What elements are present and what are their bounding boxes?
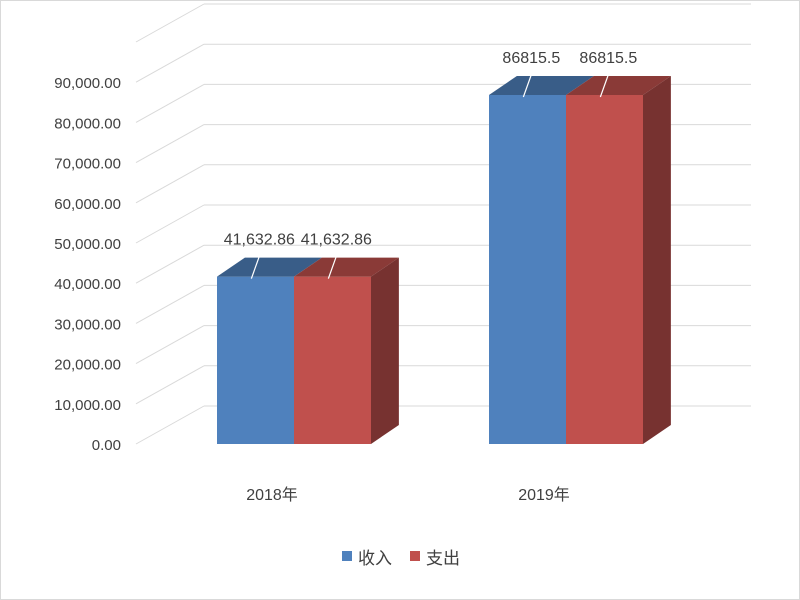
y-tick-label: 50,000.00 — [54, 236, 121, 253]
data-label: 41,632.86 — [224, 232, 295, 249]
data-label-leader — [250, 250, 262, 279]
y-tick-label: 40,000.00 — [54, 276, 121, 293]
y-tick-label: 30,000.00 — [54, 316, 121, 333]
bar — [217, 276, 294, 444]
data-label-leader — [599, 68, 611, 98]
data-label-leader — [327, 250, 339, 279]
gridline-side — [135, 284, 205, 324]
gridline-side — [135, 3, 205, 43]
bar-side — [643, 76, 671, 444]
x-category-label: 2018年 — [246, 486, 298, 504]
y-tick-label: 0.00 — [92, 437, 121, 454]
gridline-side — [135, 405, 205, 445]
bar — [489, 95, 566, 444]
legend-item-income: 收入 — [342, 544, 392, 569]
gridline-side — [135, 83, 205, 123]
data-label: 86815.5 — [502, 50, 560, 67]
legend: 收入 支出 — [1, 541, 800, 571]
legend-item-expense: 支出 — [410, 544, 460, 569]
chart-plot-area: 0.00 10,000.00 20,000.00 30,000.00 40,000.00… — [54, 3, 751, 504]
bar — [566, 95, 643, 444]
bar — [294, 276, 371, 444]
y-tick-label: 80,000.00 — [54, 115, 121, 132]
y-tick-label: 10,000.00 — [54, 397, 121, 414]
gridline-side — [135, 244, 205, 284]
y-tick-label: 90,000.00 — [54, 75, 121, 92]
legend-swatch-expense — [410, 551, 420, 561]
x-category-label: 2019年 — [518, 486, 570, 504]
data-label: 41,632.86 — [301, 232, 372, 249]
gridline-side — [135, 204, 205, 244]
gridline-side — [135, 164, 205, 204]
legend-swatch-income — [342, 551, 352, 561]
y-tick-label: 60,000.00 — [54, 196, 121, 213]
data-label: 86815.5 — [579, 50, 637, 67]
bar-top — [217, 257, 322, 277]
y-tick-label: 70,000.00 — [54, 156, 121, 173]
legend-label-expense: 支出 — [426, 548, 460, 568]
bar-side — [371, 257, 399, 444]
gridline-side — [135, 365, 205, 405]
bar-top — [294, 257, 399, 277]
gridline-side — [135, 325, 205, 365]
gridline-side — [135, 124, 205, 164]
bar-top — [489, 76, 594, 96]
bar-top — [566, 76, 671, 96]
data-label-leader — [522, 68, 534, 98]
legend-label-income: 收入 — [358, 548, 392, 568]
y-tick-label: 20,000.00 — [54, 357, 121, 374]
gridline-side — [135, 43, 205, 83]
